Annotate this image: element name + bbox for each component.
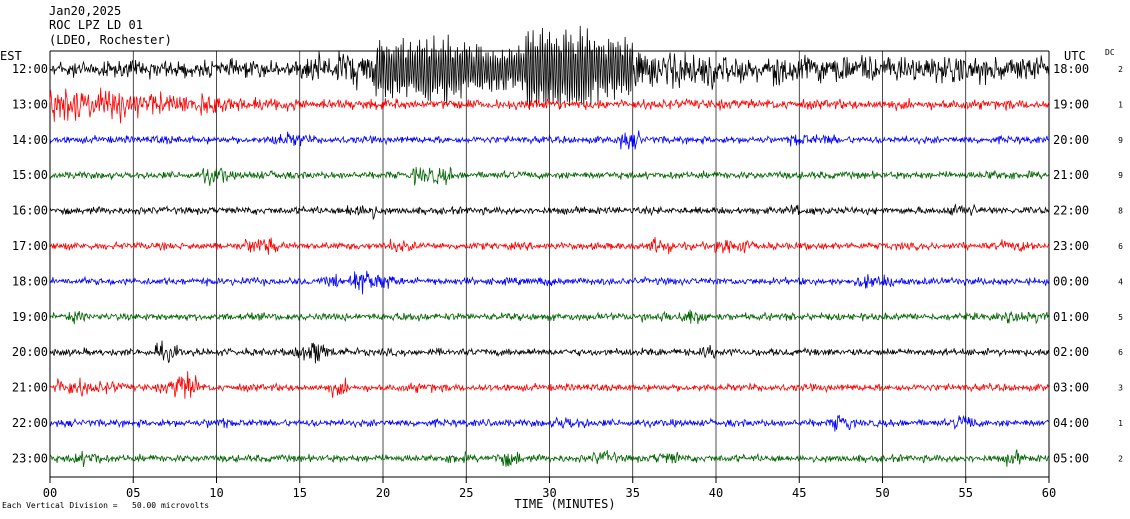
seismic-trace (49, 130, 1050, 150)
x-axis-title: TIME (MINUTES) (514, 497, 616, 511)
x-tick-label: 05 (126, 486, 140, 500)
seismic-trace (49, 166, 1050, 186)
dc-offset-label: 2 (1118, 454, 1123, 463)
x-tick-label: 30 (542, 486, 556, 500)
est-hour-label: 23:00 (12, 451, 48, 465)
x-tick-label: 55 (959, 486, 973, 500)
utc-hour-label: 00:00 (1053, 274, 1089, 288)
seismic-trace (49, 87, 1050, 124)
x-tick-label: 35 (626, 486, 640, 500)
est-hour-label: 14:00 (12, 133, 48, 147)
est-axis-title: EST (0, 49, 22, 63)
seismic-trace (49, 371, 1050, 399)
utc-hour-label: 22:00 (1053, 204, 1089, 218)
x-tick-label: 60 (1042, 486, 1056, 500)
dc-offset-label: 8 (1118, 207, 1123, 216)
seismic-trace (49, 449, 1050, 468)
x-tick-label: 40 (709, 486, 723, 500)
seismic-trace (49, 270, 1050, 295)
utc-hour-label: 04:00 (1053, 416, 1089, 430)
utc-hour-label: 01:00 (1053, 310, 1089, 324)
x-tick-label: 25 (459, 486, 473, 500)
utc-hour-label: 19:00 (1053, 97, 1089, 111)
dc-offset-label: 2 (1118, 65, 1123, 74)
dc-offset-label: 9 (1118, 136, 1123, 145)
station-code: ROC LPZ LD 01 (49, 18, 143, 32)
utc-hour-label: 20:00 (1053, 133, 1089, 147)
seismic-trace (49, 203, 1050, 221)
est-hour-label: 13:00 (12, 97, 48, 111)
est-hour-label: 20:00 (12, 345, 48, 359)
seismic-trace (49, 309, 1050, 325)
est-hour-label: 21:00 (12, 381, 48, 395)
x-tick-label: 00 (43, 486, 57, 500)
seismic-trace (49, 414, 1050, 432)
utc-hour-label: 05:00 (1053, 451, 1089, 465)
dc-axis-title: DC (1105, 48, 1115, 57)
dc-offset-label: 1 (1118, 419, 1123, 428)
x-tick-label: 50 (875, 486, 889, 500)
est-hour-label: 16:00 (12, 204, 48, 218)
est-hour-label: 15:00 (12, 168, 48, 182)
station-network: (LDEO, Rochester) (49, 33, 172, 47)
est-hour-label: 18:00 (12, 274, 48, 288)
utc-hour-label: 23:00 (1053, 239, 1089, 253)
utc-hour-label: 21:00 (1053, 168, 1089, 182)
dc-offset-label: 6 (1118, 348, 1123, 357)
dc-offset-label: 6 (1118, 242, 1123, 251)
seismic-trace (49, 237, 1050, 255)
utc-hour-label: 03:00 (1053, 381, 1089, 395)
est-hour-label: 19:00 (12, 310, 48, 324)
dc-offset-label: 1 (1118, 100, 1123, 109)
record-date: Jan20,2025 (49, 4, 122, 18)
scale-footnote: Each Vertical Division = 50.00 microvolt… (2, 501, 210, 510)
est-hour-label: 12:00 (12, 62, 48, 76)
x-tick-label: 10 (209, 486, 223, 500)
seismic-trace (49, 25, 1050, 110)
dc-offset-label: 5 (1118, 313, 1123, 322)
est-hour-label: 17:00 (12, 239, 48, 253)
utc-axis-title: UTC (1064, 49, 1086, 63)
est-hour-label: 22:00 (12, 416, 48, 430)
x-tick-label: 20 (376, 486, 390, 500)
utc-hour-label: 18:00 (1053, 62, 1089, 76)
dc-offset-label: 4 (1118, 277, 1123, 286)
dc-offset-label: 3 (1118, 384, 1123, 393)
x-tick-label: 45 (792, 486, 806, 500)
x-tick-label: 15 (293, 486, 307, 500)
utc-hour-label: 02:00 (1053, 345, 1089, 359)
seismic-trace (49, 340, 1050, 364)
dc-offset-label: 9 (1118, 171, 1123, 180)
